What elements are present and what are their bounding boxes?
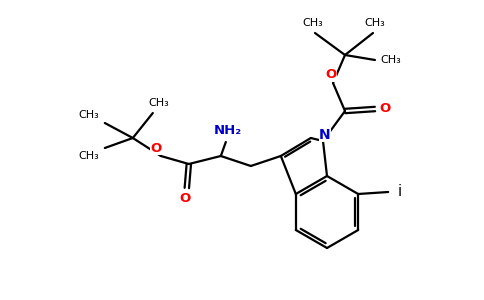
Text: N: N: [319, 128, 331, 142]
Text: O: O: [379, 103, 391, 116]
Text: NH₂: NH₂: [214, 124, 242, 136]
Text: CH₃: CH₃: [78, 151, 99, 161]
Text: O: O: [325, 68, 337, 82]
Text: CH₃: CH₃: [364, 18, 385, 28]
Text: CH₃: CH₃: [380, 55, 401, 65]
Text: CH₃: CH₃: [302, 18, 323, 28]
Text: CH₃: CH₃: [78, 110, 99, 120]
Text: O: O: [150, 142, 162, 154]
Text: O: O: [179, 191, 190, 205]
Text: i: i: [398, 184, 402, 200]
Text: CH₃: CH₃: [149, 98, 169, 108]
